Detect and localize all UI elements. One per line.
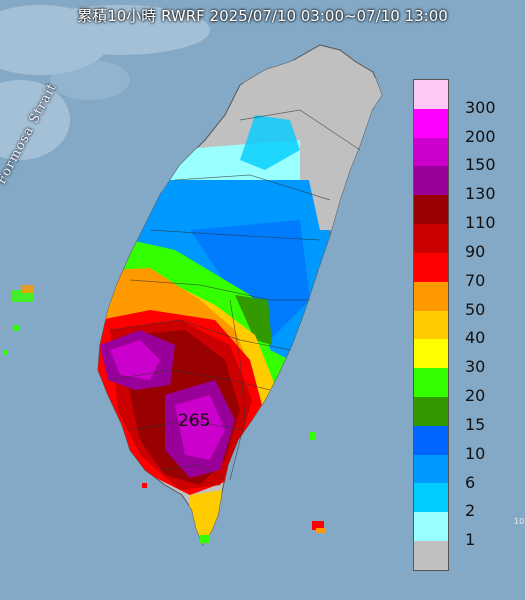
color-legend <box>413 79 449 571</box>
zone-north-cyan <box>240 115 300 170</box>
legend-label: 2 <box>465 501 476 521</box>
legend-label: 200 <box>465 126 496 146</box>
peak-value-label: 265 <box>178 411 211 431</box>
legend-label: 15 <box>465 414 486 434</box>
legend-label: 110 <box>465 213 496 233</box>
rainfall-zones <box>98 60 382 545</box>
legend-swatch <box>414 166 448 196</box>
zone-15mm <box>235 295 272 345</box>
zone-10mm <box>190 220 310 340</box>
zone-150mm-west <box>110 340 160 380</box>
legend-swatch <box>414 108 448 138</box>
offshore-cells <box>3 285 326 543</box>
legend-swatch <box>414 339 448 369</box>
legend-swatch <box>414 252 448 282</box>
legend-label: 300 <box>465 97 496 117</box>
legend-label: 90 <box>465 241 486 261</box>
legend-label: 50 <box>465 299 486 319</box>
legend-swatch <box>414 368 448 397</box>
county-boundaries <box>109 109 361 481</box>
legend-label: 150 <box>465 155 496 175</box>
legend-swatch <box>414 80 448 109</box>
map-title: 累積10小時 RWRF 2025/07/10 03:00~07/10 13:00 <box>77 7 448 25</box>
legend-swatch <box>414 281 448 311</box>
legend-swatch <box>414 224 448 253</box>
legend-label: 30 <box>465 357 486 377</box>
legend-swatch <box>414 195 448 225</box>
legend-swatch <box>414 310 448 340</box>
legend-swatch <box>414 425 448 455</box>
legend-label: 70 <box>465 270 486 290</box>
legend-label: 6 <box>465 472 476 492</box>
legend-label: 10 <box>465 443 486 463</box>
legend-label: 130 <box>465 184 496 204</box>
legend-label: 40 <box>465 328 486 348</box>
legend-label: 1 <box>465 530 476 550</box>
zone-150mm-south <box>175 395 225 460</box>
legend-swatch <box>414 454 448 484</box>
corner-mark: 10 <box>514 517 525 526</box>
legend-swatch <box>414 137 448 167</box>
cloud-texture <box>0 5 210 160</box>
legend-label: 20 <box>465 386 486 406</box>
legend-swatch <box>414 541 448 570</box>
legend-swatch <box>414 512 448 541</box>
legend-swatch <box>414 483 448 513</box>
legend-swatch <box>414 396 448 426</box>
